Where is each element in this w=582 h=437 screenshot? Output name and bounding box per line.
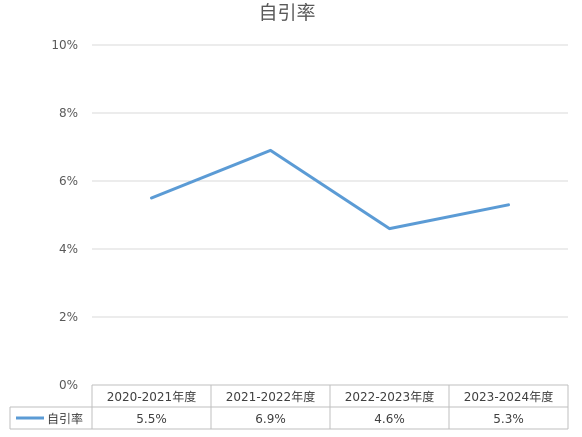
data-label: 6.9% <box>255 412 286 426</box>
data-label: 5.5% <box>136 412 167 426</box>
y-tick-label: 6% <box>59 174 78 188</box>
y-tick-label: 2% <box>59 310 78 324</box>
series-line <box>150 148 510 231</box>
chart-title: 自引率 <box>258 2 315 24</box>
data-label: 5.3% <box>493 412 524 426</box>
gridlines <box>92 44 568 386</box>
data-table: 2020-2021年度 2021-2022年度 2022-2023年度 2023-20… <box>9 384 569 430</box>
y-tick-label: 10% <box>51 38 78 52</box>
category-label: 2020-2021年度 <box>107 389 196 404</box>
series-group <box>150 148 510 231</box>
category-label: 2021-2022年度 <box>226 389 315 404</box>
data-label: 4.6% <box>374 412 405 426</box>
y-tick-label: 4% <box>59 242 78 256</box>
y-axis-ticks: 0% 2% 4% 6% 8% 10% <box>51 38 78 392</box>
legend-label: 自引率 <box>47 411 83 426</box>
category-label: 2022-2023年度 <box>345 389 434 404</box>
y-tick-label: 0% <box>59 378 78 392</box>
y-tick-label: 8% <box>59 106 78 120</box>
category-label: 2023-2024年度 <box>464 389 553 404</box>
